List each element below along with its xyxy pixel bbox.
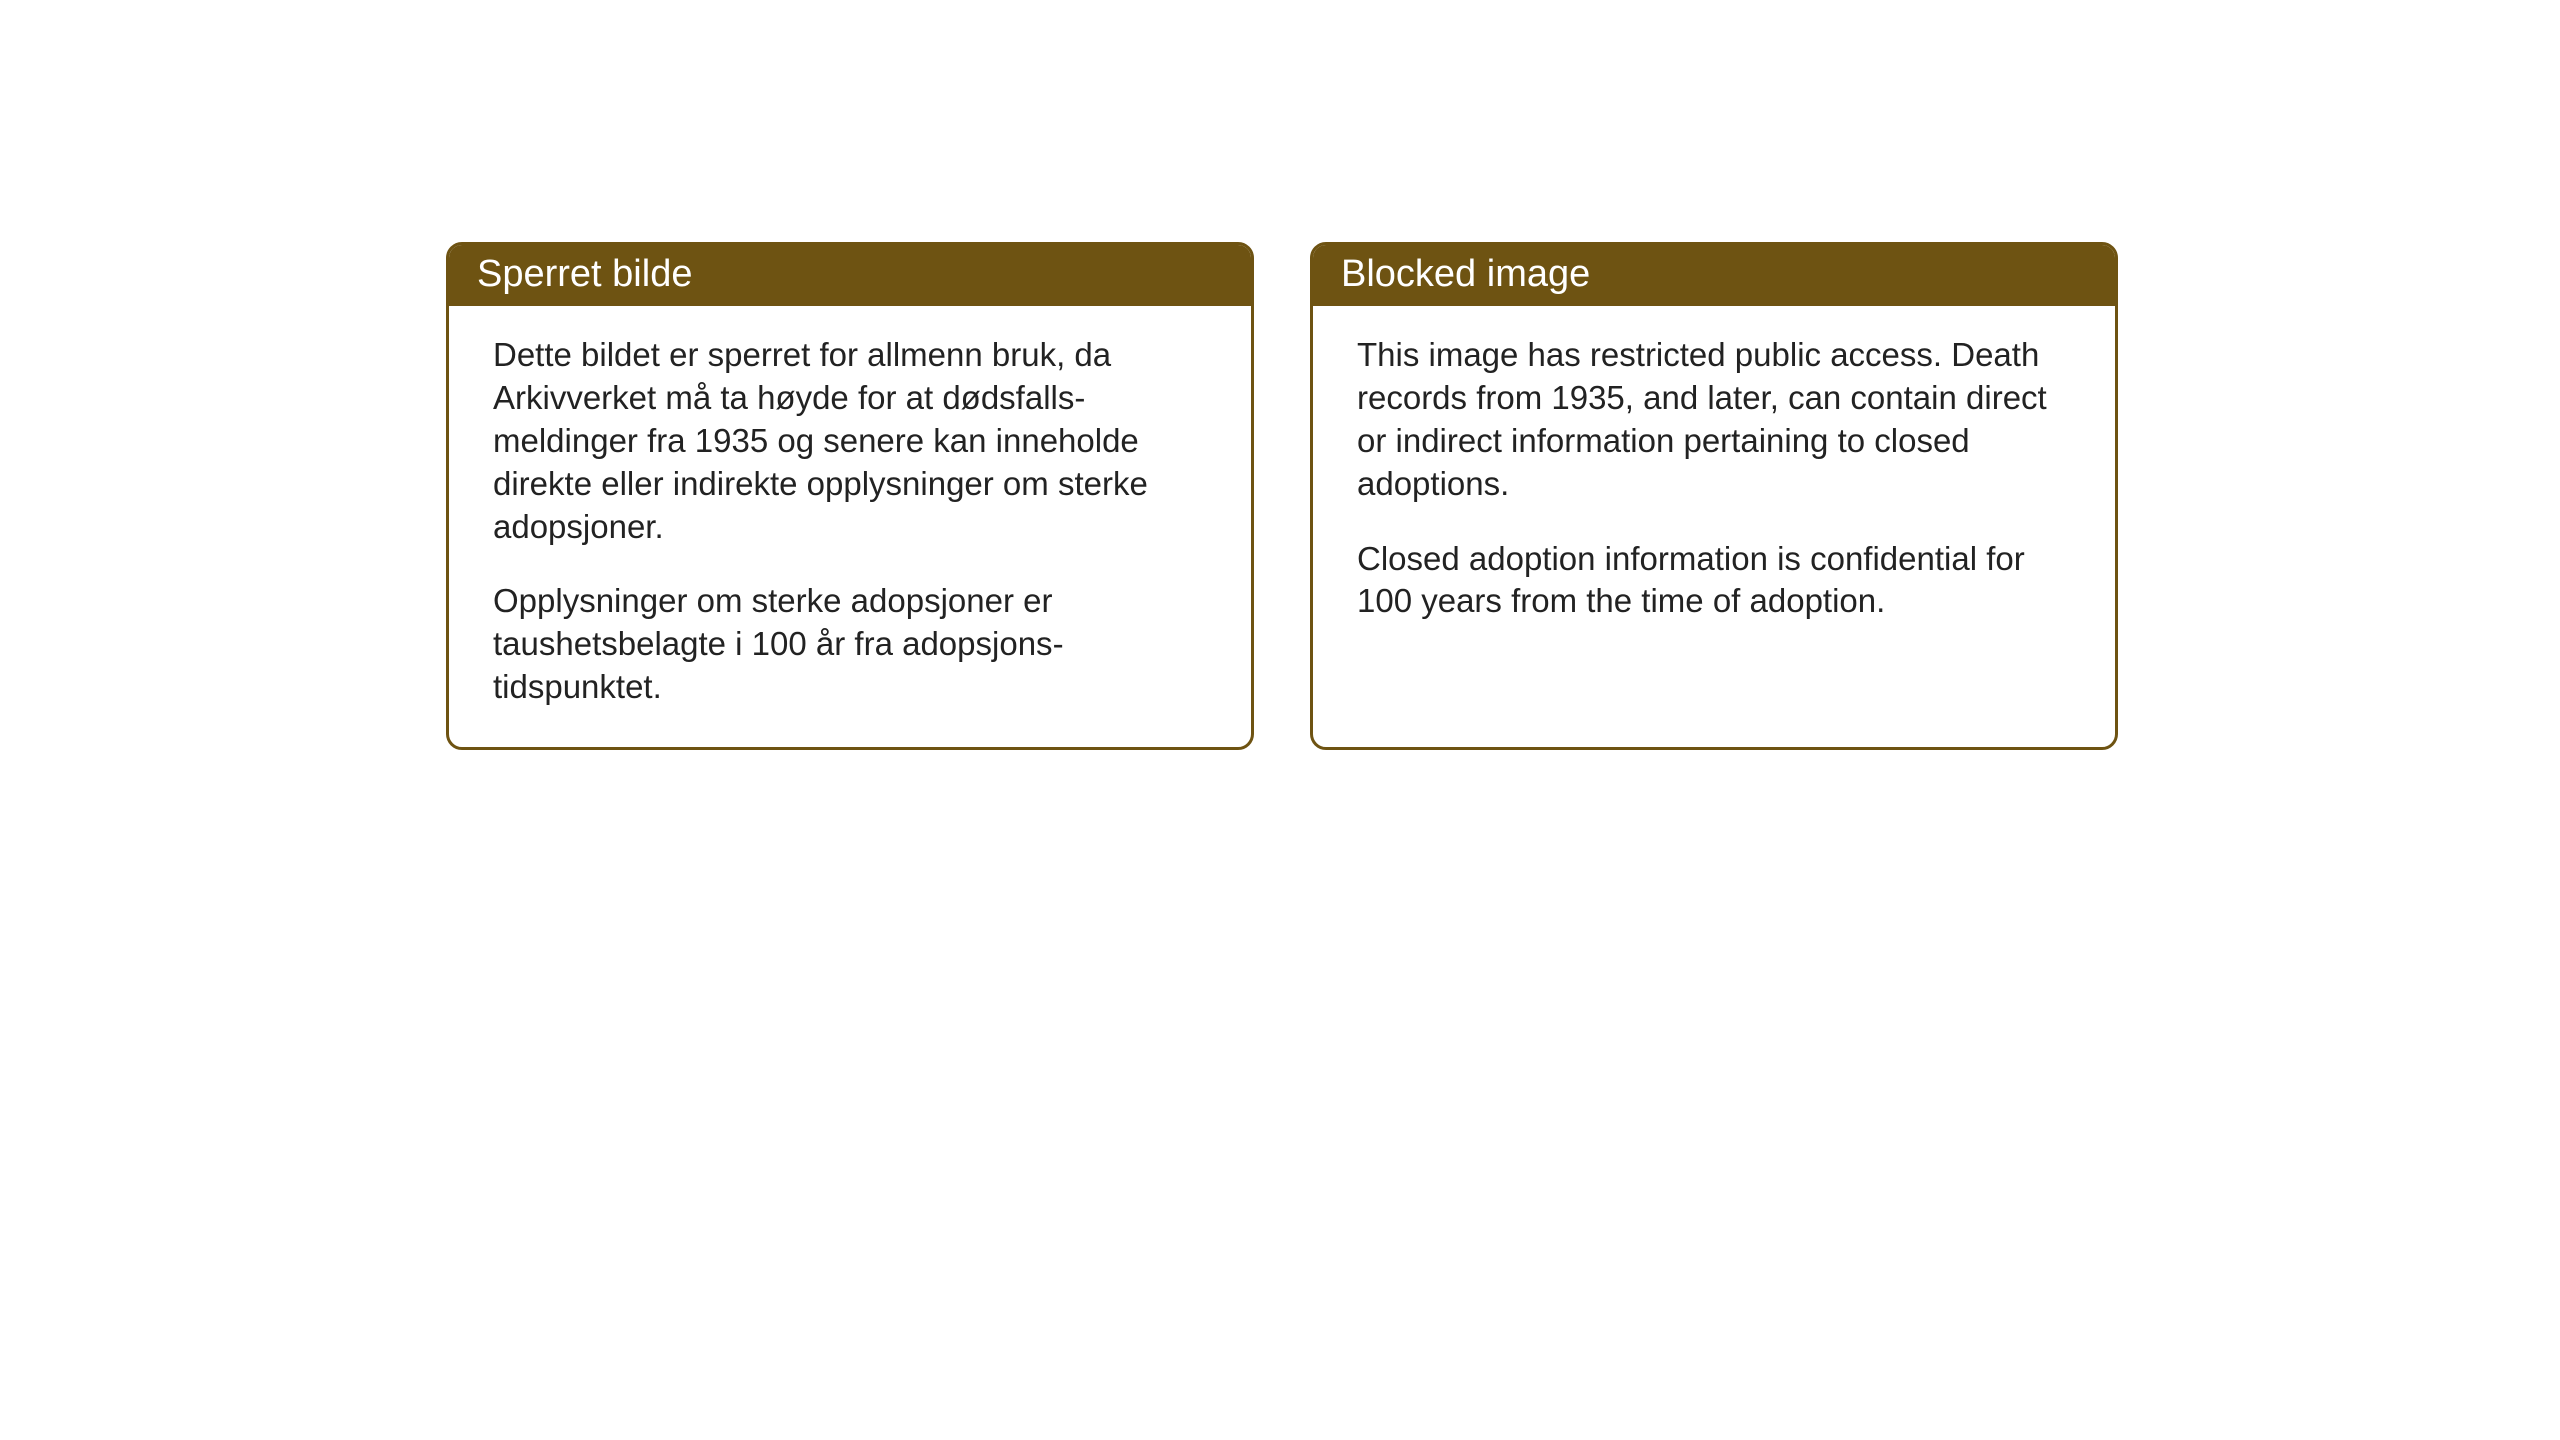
notice-header-english: Blocked image (1313, 245, 2115, 306)
notice-box-norwegian: Sperret bilde Dette bildet er sperret fo… (446, 242, 1254, 750)
notice-para1-norwegian: Dette bildet er sperret for allmenn bruk… (493, 334, 1207, 548)
notice-header-norwegian: Sperret bilde (449, 245, 1251, 306)
notice-para1-english: This image has restricted public access.… (1357, 334, 2071, 506)
notice-para2-english: Closed adoption information is confident… (1357, 538, 2071, 624)
notice-container: Sperret bilde Dette bildet er sperret fo… (446, 242, 2118, 750)
notice-para2-norwegian: Opplysninger om sterke adopsjoner er tau… (493, 580, 1207, 709)
notice-box-english: Blocked image This image has restricted … (1310, 242, 2118, 750)
notice-body-english: This image has restricted public access.… (1313, 306, 2115, 747)
notice-body-norwegian: Dette bildet er sperret for allmenn bruk… (449, 306, 1251, 747)
